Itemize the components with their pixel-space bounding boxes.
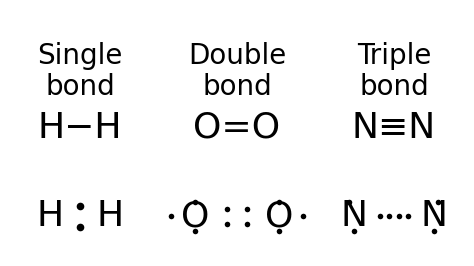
Text: Single
bond: Single bond xyxy=(37,42,123,101)
Text: Triple
bond: Triple bond xyxy=(357,42,431,101)
Text: H: H xyxy=(36,199,63,233)
Text: O: O xyxy=(265,199,293,233)
Text: H: H xyxy=(97,199,124,233)
Text: N≡N: N≡N xyxy=(352,111,436,145)
Text: Double
bond: Double bond xyxy=(188,42,286,101)
Text: O=O: O=O xyxy=(193,111,281,145)
Text: N: N xyxy=(341,199,368,233)
Text: N: N xyxy=(420,199,447,233)
Text: O: O xyxy=(181,199,209,233)
Text: H−H: H−H xyxy=(38,111,122,145)
